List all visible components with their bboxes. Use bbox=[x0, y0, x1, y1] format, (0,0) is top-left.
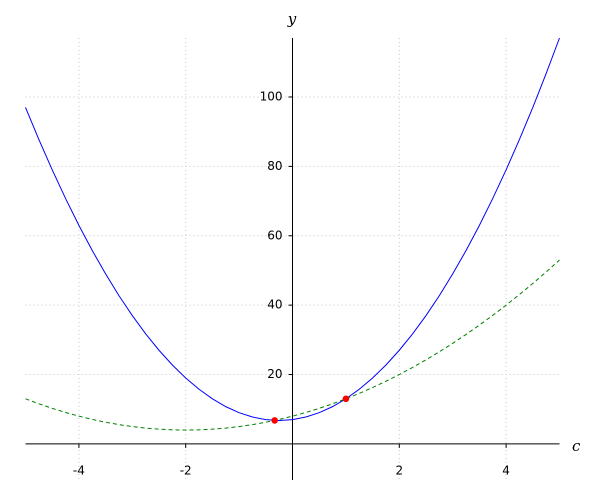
y-tick-label: 40 bbox=[267, 298, 282, 312]
y-axis-label: y bbox=[287, 10, 297, 28]
y-tick-label: 60 bbox=[267, 228, 282, 242]
x-tick-label: 2 bbox=[395, 463, 403, 477]
y-tick-label: 80 bbox=[267, 159, 282, 173]
x-tick-label: 4 bbox=[502, 463, 510, 477]
x-tick-label: -4 bbox=[73, 463, 85, 477]
curve bbox=[25, 37, 560, 422]
intersection-point bbox=[271, 417, 279, 424]
curve bbox=[25, 259, 560, 431]
x-axis-label: c bbox=[572, 437, 581, 455]
intersection-point bbox=[342, 395, 350, 403]
x-tick-label: -2 bbox=[180, 463, 192, 477]
y-tick-label: 100 bbox=[260, 89, 283, 103]
y-tick-label: 20 bbox=[267, 367, 282, 381]
